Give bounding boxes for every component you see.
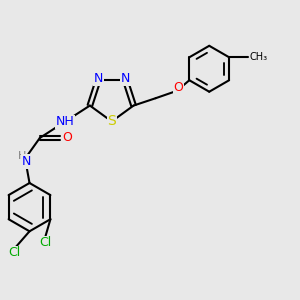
Text: O: O <box>62 131 72 145</box>
Text: N: N <box>121 72 130 85</box>
Text: Cl: Cl <box>8 246 20 259</box>
Text: NH: NH <box>56 115 74 128</box>
Text: H: H <box>17 151 26 161</box>
Text: CH₃: CH₃ <box>250 52 268 62</box>
Text: S: S <box>107 114 116 128</box>
Text: Cl: Cl <box>39 236 51 249</box>
Text: N: N <box>22 155 31 168</box>
Text: O: O <box>173 81 183 94</box>
Text: N: N <box>94 72 103 85</box>
